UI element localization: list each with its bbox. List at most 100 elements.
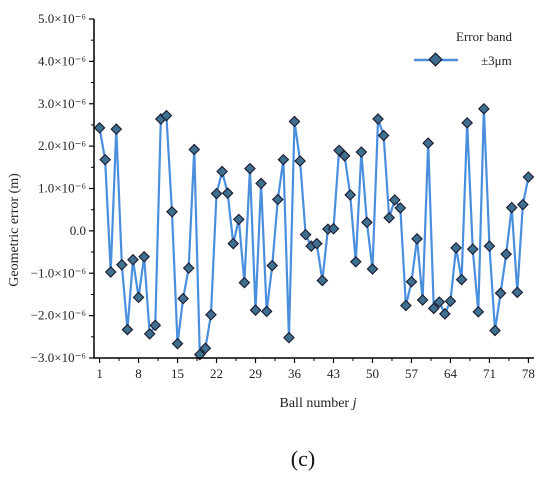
data-point-marker [177,292,189,305]
legend: Error band ±3μm [414,29,512,68]
series-line [98,107,530,356]
data-point-marker [400,299,412,312]
panel-label: (c) [291,446,315,471]
data-point-marker [416,294,429,306]
data-point-marker [216,165,228,178]
data-point-marker [160,109,173,122]
data-point-marker [93,122,106,134]
data-point-marker [232,213,245,226]
x-tick-label: 1 [96,366,103,381]
data-point-marker [427,302,440,315]
data-point-marker [333,144,345,157]
data-point-marker [439,308,451,320]
data-point-marker [199,342,212,355]
data-point-marker [244,162,256,175]
y-tick-label: −1.0×10⁻⁶ [31,265,86,280]
data-point-marker [149,319,162,332]
x-tick-labels: 1 8 15 22 29 36 43 50 57 64 71 78 [96,366,535,381]
data-point-marker [316,274,329,287]
y-tick-label: −3.0×10⁻⁶ [31,350,86,365]
y-tick-label: 3.0×10⁻⁶ [38,96,86,111]
data-point-marker [110,123,123,136]
data-point-marker [377,129,390,142]
data-point-marker [494,287,507,300]
y-tick-label: 4.0×10⁻⁶ [38,53,86,68]
data-point-marker [478,102,490,115]
x-tick-label: 8 [135,366,142,381]
data-point-marker [433,296,446,308]
data-point-marker [500,248,513,261]
data-point-marker [182,262,195,275]
x-tick-label: 71 [483,366,496,381]
data-point-marker [455,273,468,286]
data-point-marker [294,155,306,167]
y-tick-label: 2.0×10⁻⁶ [38,138,86,153]
data-point-marker [310,237,323,250]
data-point-marker [394,202,407,214]
data-point-marker [355,146,368,158]
data-point-marker [461,116,474,129]
data-point-marker [516,198,529,211]
data-point-marker [383,211,396,224]
data-point-marker [205,308,217,321]
data-point-marker [511,286,524,299]
x-tick-label: 22 [210,366,223,381]
data-point-marker [171,337,184,350]
x-tick-label: 43 [327,366,340,381]
series-lines [98,107,530,356]
data-point-marker [221,187,234,200]
data-point-marker [466,243,479,255]
legend-entry-label: ±3μm [481,53,512,68]
data-point-marker [138,250,150,263]
x-axis-title-main: Ball number [280,396,353,411]
data-point-marker [288,115,301,128]
data-point-marker [505,201,518,214]
data-point-marker [522,171,535,183]
legend-marker-swatch [428,52,443,67]
data-point-marker [366,263,379,275]
data-point-marker [327,222,340,235]
data-point-marker [444,295,457,308]
x-tick-label: 36 [288,366,302,381]
y-tick-label: 1.0×10⁻⁶ [38,181,86,196]
data-point-marker [472,305,485,318]
data-point-marker [266,259,279,272]
data-point-marker [193,348,206,361]
data-point-marker [249,304,262,316]
data-point-marker [127,253,139,266]
data-point-marker [115,258,128,271]
y-tick-label: −2.0×10⁻⁶ [31,308,86,323]
data-point-marker [227,237,240,250]
data-point-marker [277,153,290,166]
data-point-marker [238,276,251,289]
x-tick-label: 78 [522,366,535,381]
x-tick-label: 50 [366,366,379,381]
data-point-marker [210,187,223,200]
x-tick-label: 15 [171,366,184,381]
y-tick-labels: −3.0×10⁻⁶ −2.0×10⁻⁶ −1.0×10⁻⁶ 0.0 1.0×10⁻⁶ 2.… [31,11,86,365]
data-point-marker [388,194,401,206]
data-point-marker [260,305,273,318]
data-point-marker [405,275,418,288]
data-point-marker [344,188,357,201]
x-tick-label: 57 [405,366,419,381]
x-tick-label: 29 [249,366,262,381]
x-axis-title-variable: j [351,396,357,411]
data-point-marker [121,323,134,336]
data-point-marker [166,205,178,218]
data-point-marker [255,177,267,190]
data-point-marker [299,228,312,241]
data-point-marker [143,327,156,340]
x-tick-label: 64 [444,366,458,381]
data-point-marker [489,324,501,337]
data-point-marker [483,240,496,253]
data-point-marker [349,255,362,268]
y-axis-title: Geometric error (m) [7,173,22,287]
data-point-marker [132,291,145,304]
x-axis-title: Ball number j [280,396,357,411]
data-point-marker [450,241,462,254]
data-point-marker [411,233,423,245]
data-point-marker [104,266,117,278]
data-markers [93,102,535,361]
